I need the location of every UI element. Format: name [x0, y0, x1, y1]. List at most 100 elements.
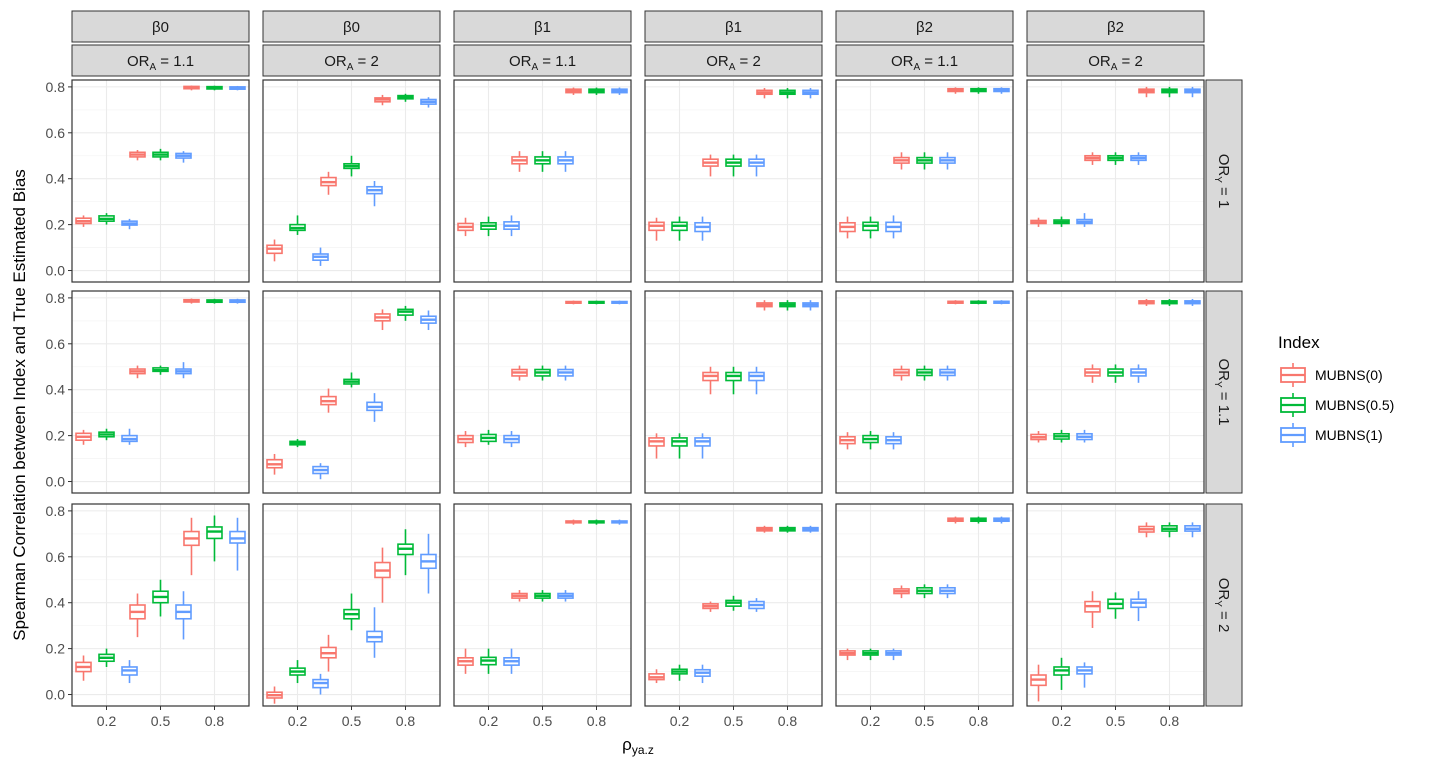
- box-MUBNS(0)-0.8: [565, 519, 582, 525]
- panel-border: [262, 290, 441, 494]
- box-MUBNS(0)-0.8: [756, 300, 773, 311]
- legend-label: MUBNS(0.5): [1315, 397, 1394, 413]
- x-tick-label: 0.2: [288, 713, 308, 729]
- box-MUBNS(1)-0.2: [121, 660, 138, 684]
- box-MUBNS(0)-0.8: [947, 87, 964, 94]
- box-MUBNS(0.5)-0.5: [916, 152, 933, 170]
- strip-ora-0: [71, 44, 250, 77]
- box-MUBNS(0)-0.8: [183, 298, 200, 304]
- strip-ory-2: [1205, 503, 1243, 707]
- box-MUBNS(0.5)-0.5: [916, 365, 933, 381]
- box-MUBNS(0.5)-0.8: [397, 93, 414, 102]
- legend-label: MUBNS(1): [1315, 427, 1383, 443]
- box-MUBNS(0)-0.5: [129, 593, 146, 638]
- panel-r1-c5: [1026, 290, 1205, 494]
- box-MUBNS(0)-0.8: [374, 547, 391, 603]
- box-MUBNS(0.5)-0.8: [970, 516, 987, 524]
- box-MUBNS(1)-0.8: [1184, 522, 1201, 538]
- box-MUBNS(0)-0.5: [893, 585, 910, 599]
- panel-r2-c2: 0.2 0.5 0.8: [453, 503, 632, 729]
- y-tick-label: 0.2: [46, 217, 66, 233]
- box-MUBNS(0)-0.2: [839, 432, 856, 450]
- x-tick-label: 0.2: [1052, 713, 1072, 729]
- box-MUBNS(1)-0.5: [366, 181, 383, 207]
- box-MUBNS(0.5)-0.2: [289, 439, 306, 448]
- box-MUBNS(1)-0.5: [557, 151, 574, 172]
- box-MUBNS(1)-0.2: [503, 431, 520, 448]
- x-tick-label: 0.5: [724, 713, 744, 729]
- box-MUBNS(0.5)-0.2: [289, 660, 306, 684]
- y-axis-title: Spearman Correlation between Index and T…: [10, 169, 29, 641]
- box-MUBNS(0.5)-0.8: [1161, 86, 1178, 98]
- box-MUBNS(0)-0.5: [511, 151, 528, 172]
- box-MUBNS(0.5)-0.5: [1107, 364, 1124, 383]
- box-MUBNS(0)-0.5: [320, 388, 337, 413]
- y-tick-label: 0.6: [46, 336, 66, 352]
- box-MUBNS(1)-0.8: [993, 516, 1010, 524]
- panel-border: [835, 79, 1014, 283]
- box-MUBNS(0.5)-0.8: [206, 515, 223, 562]
- box-MUBNS(0.5)-0.5: [343, 593, 360, 631]
- box-MUBNS(0)-0.5: [1084, 364, 1101, 383]
- y-tick-label: 0.8: [46, 79, 66, 95]
- panel-r1-c0: 0.0 0.2 0.4 0.6 0.8: [46, 290, 250, 494]
- panel-r2-c4: 0.2 0.5 0.8: [835, 503, 1014, 729]
- box-MUBNS(0.5)-0.5: [725, 154, 742, 177]
- box-MUBNS(1)-0.2: [312, 247, 329, 266]
- box-MUBNS(0)-0.8: [947, 300, 964, 305]
- box-MUBNS(0.5)-0.8: [588, 87, 605, 95]
- box-MUBNS(0.5)-0.2: [98, 648, 115, 667]
- box-MUBNS(0.5)-0.5: [152, 365, 169, 375]
- legend-entry-MUBNS(1): MUBNS(1): [1280, 423, 1383, 447]
- box-MUBNS(0)-0.2: [648, 217, 665, 241]
- strip-ory-0: [1205, 79, 1243, 283]
- box-MUBNS(0)-0.8: [183, 517, 200, 576]
- box-MUBNS(0)-0.2: [266, 453, 283, 475]
- box-MUBNS(0)-0.5: [1084, 152, 1101, 165]
- box-MUBNS(0)-0.2: [1030, 431, 1047, 443]
- box-MUBNS(0)-0.5: [702, 601, 719, 612]
- box-MUBNS(1)-0.5: [1130, 591, 1147, 622]
- box-MUBNS(1)-0.5: [748, 154, 765, 177]
- box-MUBNS(0.5)-0.8: [970, 300, 987, 305]
- box-MUBNS(0.5)-0.8: [779, 88, 796, 99]
- strip-beta-label: β2: [1107, 19, 1124, 36]
- y-tick-label: 0.6: [46, 549, 66, 565]
- y-tick-label: 0.4: [46, 382, 66, 398]
- box-MUBNS(0.5)-0.2: [1053, 429, 1070, 443]
- box-MUBNS(0)-0.8: [756, 525, 773, 533]
- box-MUBNS(0)-0.5: [893, 365, 910, 381]
- box-MUBNS(0)-0.8: [374, 94, 391, 106]
- box-MUBNS(1)-0.2: [885, 648, 902, 661]
- panel-r1-c3: [644, 290, 823, 494]
- panel-r0-c2: [453, 79, 632, 283]
- strip-ora-label: ORA = 2: [324, 53, 379, 73]
- box-MUBNS(0.5)-0.8: [397, 529, 414, 576]
- box-MUBNS(0)-0.2: [75, 429, 92, 445]
- strip-ora-label: ORA = 1.1: [127, 53, 194, 73]
- panel-r0-c4: [835, 79, 1014, 283]
- box-MUBNS(0)-0.2: [457, 648, 474, 674]
- panel-border: [644, 290, 823, 494]
- panel-r0-c0: 0.0 0.2 0.4 0.6 0.8: [46, 79, 250, 283]
- box-MUBNS(0)-0.8: [1138, 86, 1155, 98]
- box-MUBNS(1)-0.2: [694, 433, 711, 459]
- y-tick-label: 0.6: [46, 125, 66, 141]
- box-MUBNS(0.5)-0.5: [1107, 592, 1124, 619]
- box-MUBNS(1)-0.2: [885, 432, 902, 450]
- box-MUBNS(0)-0.5: [320, 634, 337, 672]
- box-MUBNS(1)-0.2: [885, 215, 902, 239]
- box-MUBNS(0.5)-0.5: [152, 148, 169, 161]
- box-MUBNS(0)-0.5: [1084, 591, 1101, 628]
- box-MUBNS(1)-0.2: [121, 428, 138, 445]
- strip-beta-5: [1026, 10, 1205, 43]
- box-MUBNS(0.5)-0.8: [779, 300, 796, 311]
- panel-r1-c1: [262, 290, 441, 494]
- box-MUBNS(1)-0.5: [939, 584, 956, 599]
- box-MUBNS(1)-0.2: [694, 664, 711, 684]
- box-MUBNS(1)-0.8: [802, 88, 819, 99]
- x-tick-label: 0.5: [915, 713, 935, 729]
- box-MUBNS(1)-0.5: [366, 393, 383, 422]
- panel-r2-c5: 0.2 0.5 0.8: [1026, 503, 1205, 729]
- strip-ora-label: ORA = 1.1: [509, 53, 576, 73]
